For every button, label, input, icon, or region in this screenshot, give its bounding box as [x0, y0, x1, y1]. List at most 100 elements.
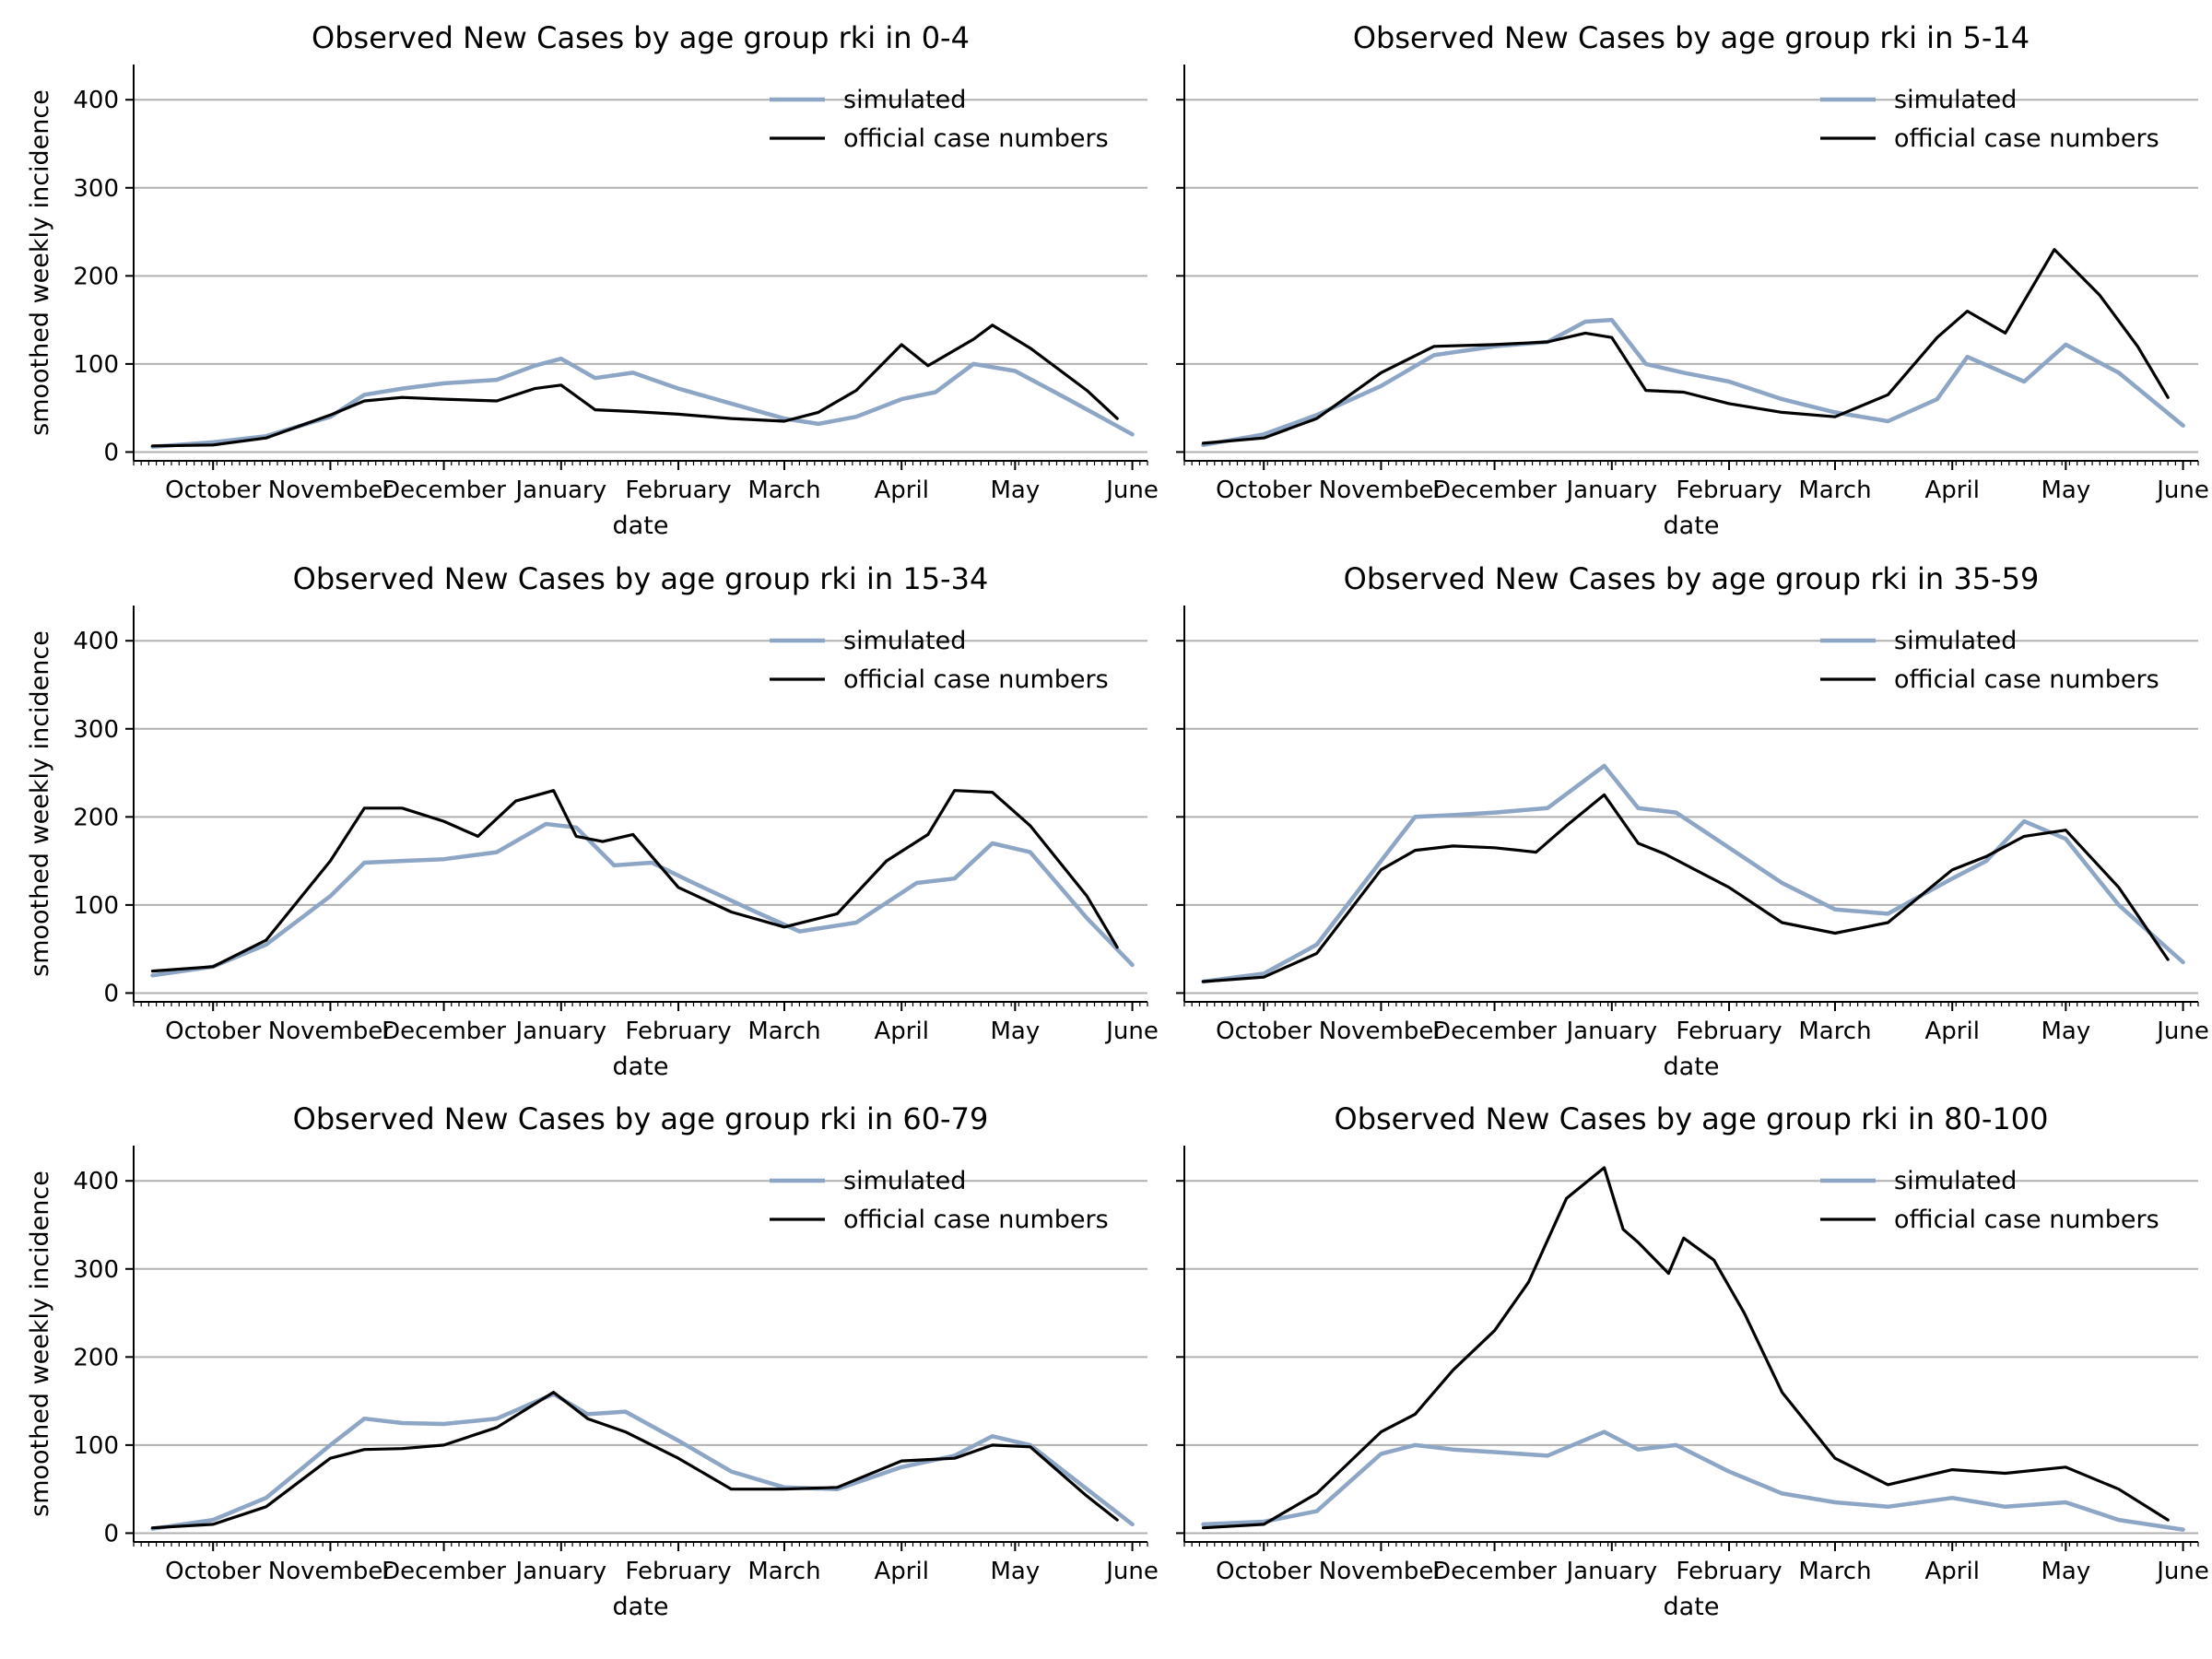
series-line-official: [150, 324, 1119, 448]
series-line-simulated: [1201, 1430, 2185, 1532]
y-tick-label: 400: [73, 628, 119, 655]
x-tick-label: October: [165, 1558, 261, 1585]
x-tick-label: December: [382, 477, 506, 504]
x-tick-label: November: [1319, 1558, 1444, 1585]
chart-title: Observed New Cases by age group rki in 5…: [1353, 20, 2030, 55]
x-axis-label: date: [1664, 1053, 1720, 1081]
x-tick-label: January: [1565, 1018, 1658, 1045]
x-tick-label: June: [1104, 1558, 1159, 1585]
y-axis-label: smoothed weekly incidence: [26, 89, 54, 436]
x-tick-label: October: [1216, 1558, 1312, 1585]
x-axis-label: date: [613, 1053, 669, 1081]
y-tick-label: 200: [73, 804, 119, 831]
y-axis-label: smoothed weekly incidence: [26, 630, 54, 977]
y-tick-label: 200: [73, 263, 119, 290]
legend-label: simulated: [1894, 627, 2017, 655]
y-axis-label: smoothed weekly incidence: [26, 1171, 54, 1517]
x-tick-label: November: [1319, 477, 1444, 504]
y-tick-label: 400: [73, 1168, 119, 1195]
chart-panel-1: Observed New Cases by age group rki in 0…: [26, 20, 1159, 540]
x-axis-label: date: [613, 512, 669, 540]
x-tick-label: October: [1216, 1018, 1312, 1045]
chart-panel-3: Observed New Cases by age group rki in 1…: [26, 561, 1159, 1081]
x-tick-label: May: [990, 1018, 1040, 1045]
x-tick-label: December: [382, 1558, 506, 1585]
x-tick-label: December: [1432, 1018, 1557, 1045]
x-tick-label: May: [990, 1558, 1040, 1585]
x-tick-label: January: [1565, 1558, 1658, 1585]
x-tick-label: April: [874, 1018, 928, 1045]
y-tick-label: 0: [103, 980, 119, 1007]
legend-label: simulated: [843, 86, 966, 114]
series-line-official: [150, 789, 1119, 973]
x-tick-label: May: [990, 477, 1040, 504]
y-tick-label: 0: [103, 1520, 119, 1547]
chart-title: Observed New Cases by age group rki in 8…: [1335, 1101, 2049, 1136]
x-minor-ticks: [133, 1542, 1148, 1547]
x-tick-label: February: [625, 1558, 731, 1585]
x-tick-label: January: [514, 1558, 607, 1585]
x-minor-ticks: [133, 1002, 1148, 1006]
x-tick-label: November: [268, 477, 394, 504]
chart-panel-4: Observed New Cases by age group rki in 3…: [1176, 561, 2209, 1081]
series-line-official: [1201, 1166, 2170, 1530]
x-tick-label: March: [747, 1018, 820, 1045]
x-tick-label: June: [2155, 477, 2209, 504]
chart-title: Observed New Cases by age group rki in 3…: [1344, 561, 2040, 596]
x-tick-label: February: [625, 1018, 731, 1045]
x-tick-label: December: [1432, 477, 1557, 504]
y-tick-label: 300: [73, 1256, 119, 1284]
legend-label: simulated: [1894, 86, 2017, 114]
series-line-simulated: [150, 356, 1135, 449]
series-line-simulated: [150, 1392, 1135, 1531]
x-tick-label: March: [747, 1558, 820, 1585]
x-tick-label: June: [2155, 1558, 2209, 1585]
x-minor-ticks: [1183, 461, 2199, 465]
x-minor-ticks: [1183, 1542, 2199, 1547]
chart-panel-2: Observed New Cases by age group rki in 5…: [1176, 20, 2209, 540]
x-tick-label: April: [1924, 477, 1979, 504]
x-tick-label: October: [165, 1018, 261, 1045]
chart-title: Observed New Cases by age group rki in 0…: [312, 20, 970, 55]
x-tick-label: March: [747, 477, 820, 504]
legend-label: official case numbers: [843, 665, 1109, 694]
x-tick-label: April: [1924, 1018, 1979, 1045]
x-tick-label: January: [514, 1018, 607, 1045]
x-tick-label: April: [874, 477, 928, 504]
x-tick-label: May: [2041, 477, 2090, 504]
legend-label: official case numbers: [843, 1206, 1109, 1234]
y-tick-label: 400: [73, 87, 119, 114]
x-tick-label: December: [1432, 1558, 1557, 1585]
x-tick-label: November: [268, 1558, 394, 1585]
x-tick-label: March: [1798, 1558, 1871, 1585]
x-tick-label: October: [1216, 477, 1312, 504]
legend-label: official case numbers: [1894, 665, 2159, 694]
x-minor-ticks: [1183, 1002, 2199, 1006]
x-axis-label: date: [1664, 512, 1720, 540]
legend-label: simulated: [1894, 1167, 2017, 1195]
chart-panel-6: Observed New Cases by age group rki in 8…: [1176, 1101, 2209, 1621]
y-tick-label: 300: [73, 716, 119, 744]
x-tick-label: February: [1676, 1018, 1782, 1045]
x-tick-label: November: [268, 1018, 394, 1045]
legend-label: official case numbers: [843, 124, 1109, 153]
x-tick-label: January: [1565, 477, 1658, 504]
chart-panel-5: Observed New Cases by age group rki in 6…: [26, 1101, 1159, 1621]
x-tick-label: May: [2041, 1558, 2090, 1585]
series-line-simulated: [1201, 763, 2185, 984]
y-tick-label: 100: [73, 892, 119, 920]
x-tick-label: November: [1319, 1018, 1444, 1045]
y-tick-label: 100: [73, 351, 119, 379]
x-tick-label: February: [1676, 477, 1782, 504]
x-minor-ticks: [133, 461, 1148, 465]
x-tick-label: December: [382, 1018, 506, 1045]
x-tick-label: February: [625, 477, 731, 504]
x-tick-label: January: [514, 477, 607, 504]
y-tick-label: 0: [103, 439, 119, 466]
x-axis-label: date: [1664, 1593, 1720, 1621]
x-tick-label: May: [2041, 1018, 2090, 1045]
x-tick-label: June: [2155, 1018, 2209, 1045]
x-axis-label: date: [613, 1593, 669, 1621]
legend-label: simulated: [843, 1167, 966, 1195]
